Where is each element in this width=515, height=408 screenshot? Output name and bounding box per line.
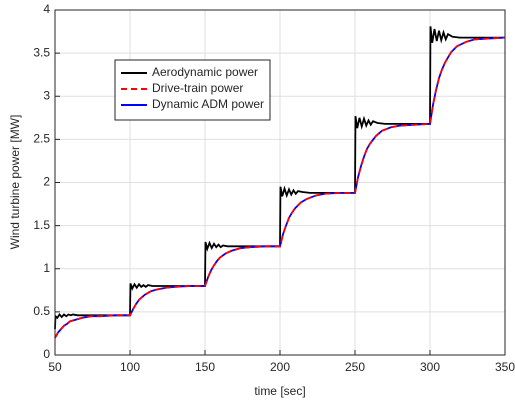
x-tick-label: 100: [120, 360, 140, 374]
y-tick-label: 0.5: [33, 304, 50, 318]
y-tick-label: 2: [43, 175, 50, 189]
x-tick-label: 300: [420, 360, 440, 374]
x-tick-label: 150: [195, 360, 215, 374]
y-tick-label: 2.5: [33, 132, 50, 146]
x-axis-label: time [sec]: [254, 384, 305, 398]
y-tick-label: 0: [43, 347, 50, 361]
y-tick-label: 1: [43, 261, 50, 275]
legend: Aerodynamic power Drive-train power Dynami…: [114, 59, 271, 121]
y-tick-label: 1.5: [33, 218, 50, 232]
y-tick-label: 4: [43, 2, 50, 16]
x-tick-label: 350: [495, 360, 515, 374]
legend-label: Dynamic ADM power: [152, 97, 264, 111]
x-tick-label: 50: [48, 360, 62, 374]
x-tick-label: 250: [345, 360, 365, 374]
legend-box: [114, 59, 271, 121]
plot-frame: [54, 9, 506, 356]
x-tick-label: 200: [270, 360, 290, 374]
y-tick-label: 3.5: [33, 45, 50, 59]
series-line: [54, 36, 506, 339]
legend-label: Drive-train power: [152, 81, 243, 95]
legend-label: Aerodynamic power: [152, 65, 258, 79]
y-axis-label: Wind turbine power [MW]: [8, 115, 22, 250]
y-tick-label: 3: [43, 88, 50, 102]
